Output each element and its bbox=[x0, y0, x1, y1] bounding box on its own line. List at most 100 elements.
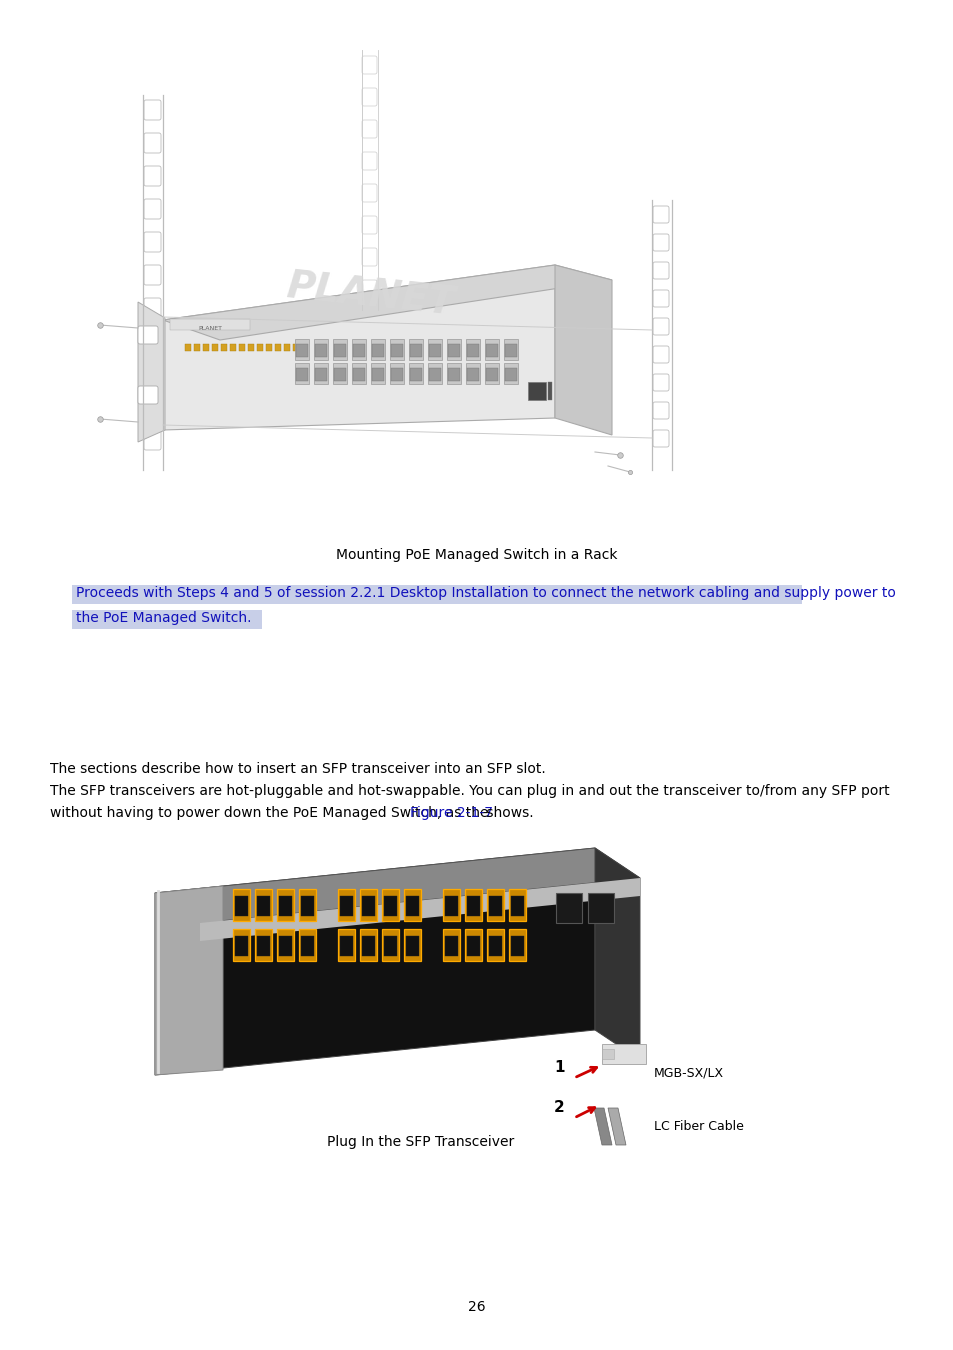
Bar bbox=[371, 339, 385, 360]
FancyBboxPatch shape bbox=[652, 402, 668, 418]
Bar bbox=[293, 344, 298, 351]
Bar bbox=[295, 369, 308, 381]
Bar bbox=[334, 369, 346, 381]
Bar bbox=[509, 929, 525, 961]
Polygon shape bbox=[607, 1108, 625, 1145]
Bar bbox=[384, 896, 396, 917]
Text: PLANET: PLANET bbox=[198, 325, 222, 331]
Bar bbox=[278, 896, 292, 917]
Bar bbox=[409, 363, 422, 383]
Bar bbox=[339, 936, 353, 956]
Bar bbox=[248, 344, 253, 351]
Polygon shape bbox=[595, 848, 639, 1060]
Polygon shape bbox=[154, 886, 223, 1075]
Polygon shape bbox=[154, 848, 595, 1075]
Text: MGB-SX/LX: MGB-SX/LX bbox=[654, 1066, 723, 1080]
FancyBboxPatch shape bbox=[144, 265, 161, 285]
FancyBboxPatch shape bbox=[144, 397, 161, 417]
Bar bbox=[464, 890, 481, 921]
Bar bbox=[212, 344, 218, 351]
Bar bbox=[484, 339, 498, 360]
FancyBboxPatch shape bbox=[144, 364, 161, 383]
Text: Plug In the SFP Transceiver: Plug In the SFP Transceiver bbox=[327, 1135, 514, 1149]
Bar bbox=[503, 363, 517, 383]
Bar bbox=[428, 363, 441, 383]
Bar bbox=[193, 344, 200, 351]
Bar bbox=[509, 890, 525, 921]
Bar bbox=[352, 339, 366, 360]
Bar bbox=[314, 363, 328, 383]
Bar bbox=[314, 369, 327, 381]
FancyBboxPatch shape bbox=[361, 55, 376, 74]
Bar bbox=[353, 369, 365, 381]
FancyBboxPatch shape bbox=[361, 153, 376, 170]
Bar bbox=[254, 890, 272, 921]
Text: 1: 1 bbox=[554, 1060, 564, 1075]
Polygon shape bbox=[138, 302, 165, 441]
Bar bbox=[587, 892, 614, 923]
Text: Proceeds with Steps 4 and 5 of session 2.2.1 Desktop Installation to connect the: Proceeds with Steps 4 and 5 of session 2… bbox=[76, 586, 895, 599]
FancyBboxPatch shape bbox=[652, 374, 668, 392]
Bar bbox=[403, 929, 420, 961]
Bar bbox=[278, 936, 292, 956]
Bar bbox=[371, 363, 385, 383]
Bar bbox=[403, 890, 420, 921]
Bar bbox=[429, 344, 440, 356]
FancyBboxPatch shape bbox=[144, 232, 161, 252]
Bar bbox=[410, 369, 421, 381]
FancyBboxPatch shape bbox=[144, 166, 161, 186]
Bar bbox=[467, 344, 478, 356]
Bar bbox=[486, 890, 503, 921]
Bar bbox=[372, 369, 384, 381]
Bar bbox=[485, 369, 497, 381]
Text: shows.: shows. bbox=[481, 806, 533, 819]
FancyBboxPatch shape bbox=[652, 346, 668, 363]
Bar bbox=[314, 339, 328, 360]
Bar bbox=[314, 344, 327, 356]
Bar bbox=[298, 890, 315, 921]
Bar bbox=[352, 363, 366, 383]
Bar bbox=[406, 936, 418, 956]
Bar bbox=[390, 363, 403, 383]
Text: 2: 2 bbox=[554, 1100, 564, 1115]
Bar bbox=[381, 929, 398, 961]
Bar bbox=[274, 344, 281, 351]
Bar bbox=[489, 936, 501, 956]
Bar bbox=[266, 344, 272, 351]
FancyBboxPatch shape bbox=[144, 431, 161, 450]
Bar bbox=[442, 890, 459, 921]
Bar bbox=[511, 936, 523, 956]
Bar bbox=[467, 936, 479, 956]
Bar bbox=[465, 363, 479, 383]
Bar bbox=[447, 339, 460, 360]
Bar bbox=[381, 890, 398, 921]
Bar bbox=[334, 344, 346, 356]
Bar bbox=[391, 369, 402, 381]
FancyBboxPatch shape bbox=[144, 134, 161, 153]
Bar bbox=[504, 344, 517, 356]
Bar bbox=[391, 344, 402, 356]
Bar bbox=[230, 344, 235, 351]
Bar bbox=[294, 339, 309, 360]
Bar bbox=[547, 382, 552, 400]
Bar bbox=[256, 936, 270, 956]
Bar bbox=[185, 344, 191, 351]
Bar bbox=[448, 369, 459, 381]
Bar bbox=[504, 369, 517, 381]
Bar bbox=[361, 896, 375, 917]
Bar bbox=[256, 896, 270, 917]
FancyBboxPatch shape bbox=[652, 290, 668, 306]
Bar bbox=[467, 369, 478, 381]
Bar bbox=[410, 344, 421, 356]
Text: the PoE Managed Switch.: the PoE Managed Switch. bbox=[76, 612, 252, 625]
FancyBboxPatch shape bbox=[361, 279, 376, 298]
Text: 26: 26 bbox=[468, 1300, 485, 1314]
FancyBboxPatch shape bbox=[144, 100, 161, 120]
Bar bbox=[339, 896, 353, 917]
FancyBboxPatch shape bbox=[652, 319, 668, 335]
Bar bbox=[428, 339, 441, 360]
Bar bbox=[221, 344, 227, 351]
Bar bbox=[384, 936, 396, 956]
Bar bbox=[372, 344, 384, 356]
Bar bbox=[301, 936, 314, 956]
